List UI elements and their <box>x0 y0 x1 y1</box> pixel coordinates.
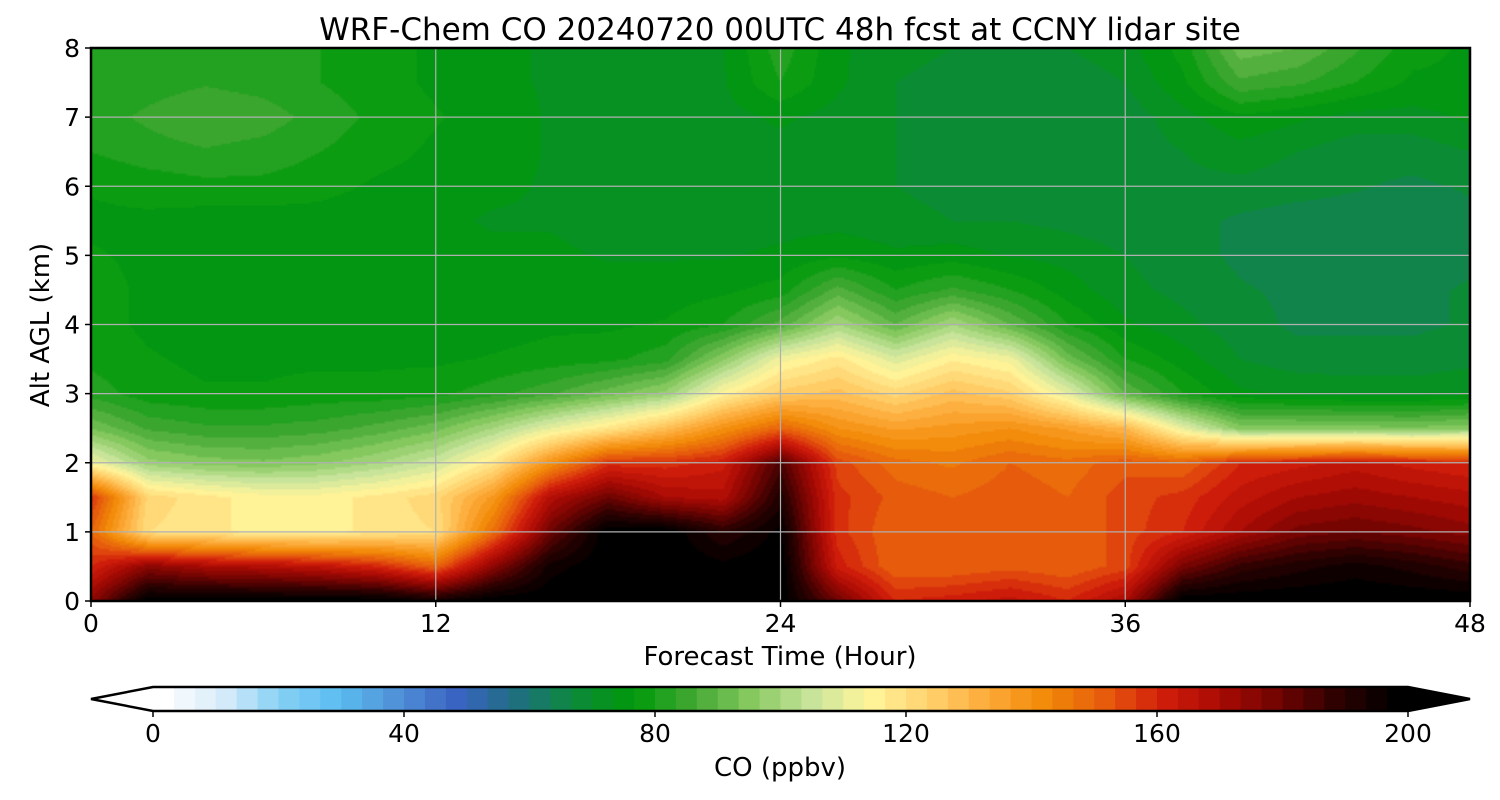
colorbar-ticks: 0 40 80 120 160 200 <box>145 711 1432 748</box>
colorbar-segment <box>634 687 656 711</box>
colorbar-segment <box>529 687 552 711</box>
y-tick-label: 8 <box>64 34 80 63</box>
colorbar-segment <box>236 687 259 711</box>
colorbar-segment <box>571 687 593 711</box>
colorbar-segment <box>362 687 384 711</box>
x-tick-label: 24 <box>765 609 797 638</box>
colorbar-segment <box>1157 687 1179 711</box>
colorbar-segment <box>1345 687 1367 711</box>
colorbar-segment <box>738 687 761 711</box>
colorbar-segment <box>320 687 342 711</box>
colorbar-segment <box>424 687 447 711</box>
x-tick-label: 48 <box>1454 609 1486 638</box>
colorbar-segment <box>1198 687 1221 711</box>
colorbar-segment <box>466 687 489 711</box>
colorbar-segment <box>968 687 991 711</box>
colorbar-segment <box>508 687 531 711</box>
colorbar-segment <box>1261 687 1284 711</box>
x-axis-label: Forecast Time (Hour) <box>643 642 916 672</box>
colorbar-high-extension <box>1408 687 1470 711</box>
x-tick-label: 0 <box>83 609 99 638</box>
colorbar-segment <box>173 687 196 711</box>
colorbar-segment <box>906 687 928 711</box>
colorbar-segment <box>550 687 572 711</box>
colorbar-segment <box>1282 687 1305 711</box>
colorbar-segment <box>801 687 823 711</box>
colorbar-segment <box>1324 687 1346 711</box>
colorbar-low-extension <box>91 687 153 711</box>
colorbar-segment <box>445 687 468 711</box>
colorbar-segment <box>759 687 782 711</box>
colorbar-segment <box>1366 687 1388 711</box>
colorbar-segment <box>1387 687 1409 711</box>
colorbar-segment <box>780 687 803 711</box>
colorbar: 0 40 80 120 160 200 <box>90 685 1471 748</box>
y-tick-label: 7 <box>64 103 80 132</box>
colorbar-segment <box>341 687 363 711</box>
colorbar-segment <box>675 687 698 711</box>
colorbar-tick-label: 40 <box>388 719 420 748</box>
colorbar-segment <box>592 687 614 711</box>
colorbar-segment <box>885 687 907 711</box>
colorbar-segment <box>696 687 719 711</box>
colorbar-segment <box>215 687 238 711</box>
colorbar-tick-label: 80 <box>639 719 671 748</box>
y-tick-label: 1 <box>64 518 80 547</box>
colorbar-segment <box>864 687 886 711</box>
y-tick-label: 2 <box>64 449 80 478</box>
colorbar-segment <box>1240 687 1263 711</box>
colorbar-segment <box>194 687 217 711</box>
colorbar-segment <box>1303 687 1325 711</box>
colorbar-segment <box>947 687 970 711</box>
colorbar-segment <box>717 687 740 711</box>
colorbar-segment <box>487 687 510 711</box>
colorbar-tick-label: 0 <box>145 719 161 748</box>
colorbar-segment <box>926 687 949 711</box>
colorbar-segment <box>257 687 280 711</box>
colorbar-label: CO (ppbv) <box>714 753 846 783</box>
colorbar-segment <box>1177 687 1200 711</box>
colorbar-segment <box>1136 687 1158 711</box>
x-tick-label: 36 <box>1109 609 1141 638</box>
colorbar-tick-label: 200 <box>1384 719 1432 748</box>
colorbar-segment <box>404 687 426 711</box>
x-tick-label: 12 <box>420 609 452 638</box>
colorbar-segment <box>655 687 677 711</box>
colorbar-segment <box>843 687 865 711</box>
colorbar-segment <box>1219 687 1242 711</box>
y-axis-label: Alt AGL (km) <box>26 243 56 407</box>
y-axis: 0 1 2 3 4 5 6 7 8 <box>64 34 91 616</box>
colorbar-segment <box>989 687 1012 711</box>
colorbar-tick-label: 160 <box>1133 719 1181 748</box>
y-tick-label: 4 <box>64 311 80 340</box>
colorbar-tick-label: 120 <box>882 719 930 748</box>
y-tick-label: 0 <box>64 587 80 616</box>
y-tick-label: 6 <box>64 172 80 201</box>
colorbar-segment <box>1115 687 1137 711</box>
colorbar-segment <box>822 687 844 711</box>
colorbar-segment <box>1031 687 1054 711</box>
colorbar-segment <box>1010 687 1033 711</box>
colorbar-segments <box>153 687 1409 711</box>
grid-lines <box>91 48 1470 601</box>
y-tick-label: 3 <box>64 380 80 409</box>
colorbar-segment <box>383 687 405 711</box>
x-axis: 0 12 24 36 48 <box>83 601 1486 638</box>
colorbar-segment <box>153 687 175 711</box>
colorbar-segment <box>1073 687 1095 711</box>
colorbar-segment <box>278 687 301 711</box>
colorbar-segment <box>613 687 635 711</box>
plot-area <box>91 48 1470 601</box>
colorbar-segment <box>299 687 321 711</box>
chart-title: WRF-Chem CO 20240720 00UTC 48h fcst at C… <box>319 12 1241 48</box>
y-tick-label: 5 <box>64 241 80 270</box>
colorbar-segment <box>1094 687 1116 711</box>
colorbar-segment <box>1052 687 1074 711</box>
